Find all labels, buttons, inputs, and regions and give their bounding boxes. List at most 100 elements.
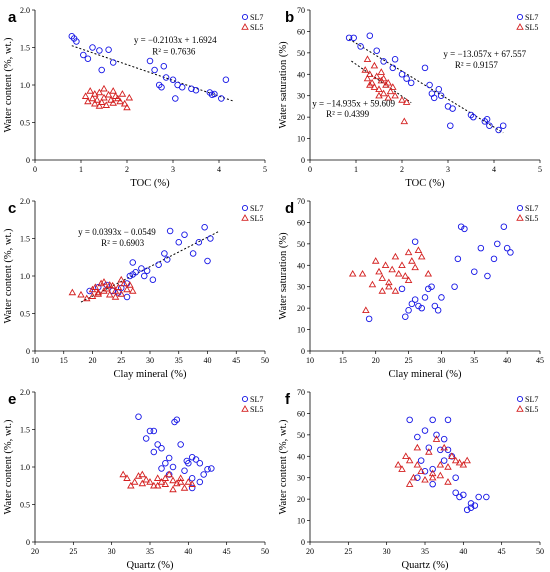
data-point-sl5 — [398, 96, 406, 103]
data-point-sl7 — [438, 294, 445, 301]
data-point-sl7 — [398, 285, 406, 293]
data-point-sl5 — [362, 306, 370, 313]
data-point-sl7 — [86, 287, 93, 295]
data-point-sl5 — [176, 474, 185, 481]
data-point-sl5 — [86, 87, 94, 94]
data-point-sl7 — [105, 46, 112, 54]
data-point-sl5 — [414, 246, 423, 253]
data-point-sl7 — [169, 463, 177, 471]
y-tick-label: 0.5 — [20, 501, 30, 510]
data-point-sl7 — [486, 122, 493, 129]
data-point-sl7 — [89, 44, 96, 51]
data-point-sl7 — [357, 43, 364, 50]
data-point-sl7 — [154, 441, 161, 448]
data-point-sl5 — [116, 97, 124, 105]
data-point-sl5 — [142, 475, 150, 483]
y-axis-title: Water content (%, wt.) — [3, 419, 14, 515]
data-point-sl5 — [108, 281, 117, 289]
data-point-sl5 — [425, 448, 433, 455]
data-point-sl5 — [128, 287, 137, 294]
data-point-sl5 — [402, 452, 410, 459]
data-point-sl5 — [91, 283, 100, 290]
data-point-sl5 — [93, 96, 101, 103]
data-point-sl5 — [371, 257, 380, 264]
x-tick-label: 25 — [405, 356, 413, 365]
data-point-sl5 — [382, 81, 390, 88]
data-point-sl7 — [98, 66, 105, 74]
x-axis-title: Quartz (%) — [402, 560, 449, 571]
x-tick-label: 15 — [60, 356, 68, 365]
legend-label-sl5: SL5 — [250, 405, 263, 414]
x-tick-label: 50 — [261, 547, 269, 556]
data-point-sl5 — [95, 88, 104, 96]
data-point-sl5 — [401, 272, 410, 279]
panel-e: e 20 25 30 35 40 45 50 0 0.5 1.0 1.5 2.0 Quartz (%) Wa… — [3, 388, 269, 571]
data-point-sl5 — [417, 467, 425, 474]
regression-annotation: y = −14.935x + 59.609 — [312, 98, 395, 108]
x-tick-label: 5 — [538, 165, 542, 174]
data-point-sl7 — [218, 95, 225, 102]
data-point-sl5 — [109, 99, 117, 106]
data-point-sl7 — [426, 81, 433, 89]
y-tick-label: 20 — [297, 495, 305, 504]
y-tick-label: 60 — [297, 218, 305, 227]
data-point-sl7 — [405, 307, 412, 314]
y-tick-label: 0 — [301, 347, 305, 356]
y-axis-title: Water saturation (%) — [278, 232, 289, 320]
data-point-sl7 — [471, 268, 478, 275]
data-point-sl7 — [171, 418, 178, 426]
x-tick-label: 45 — [498, 547, 506, 556]
panel-letter-c: c — [8, 200, 16, 217]
data-point-sl7 — [421, 427, 429, 434]
y-tick-label: 0 — [26, 156, 30, 165]
data-point-sl7 — [163, 256, 171, 263]
y-tick-label: 10 — [297, 326, 305, 335]
data-point-sl5 — [394, 269, 403, 277]
data-point-sl7 — [169, 76, 177, 83]
data-point-sl5 — [368, 78, 376, 86]
y-tick-label: 1.5 — [20, 44, 30, 53]
legend-label-sl7: SL7 — [250, 13, 263, 22]
y-tick-label: 70 — [297, 6, 305, 15]
data-point-sl7 — [196, 478, 204, 486]
data-point-sl5 — [130, 478, 139, 485]
data-point-sl5 — [404, 248, 413, 256]
legend-marker-sl7 — [241, 13, 249, 21]
data-point-sl5 — [104, 90, 113, 98]
data-point-sl7 — [503, 244, 511, 252]
data-point-sl7 — [414, 433, 421, 441]
data-point-sl7 — [140, 272, 148, 280]
data-point-sl7 — [417, 457, 425, 464]
data-point-sl7 — [183, 457, 191, 465]
data-point-sl7 — [172, 95, 179, 102]
x-tick-label: 25 — [69, 547, 77, 556]
data-point-sl7 — [204, 466, 211, 473]
data-point-sl5 — [375, 267, 383, 275]
y-tick-label: 0 — [26, 538, 30, 547]
data-point-sl7 — [507, 249, 514, 256]
data-point-sl5 — [391, 91, 399, 99]
regression-annotation: R² = 0.4399 — [326, 109, 370, 119]
y-tick-label: 1.0 — [20, 81, 30, 90]
data-point-sl5 — [411, 263, 419, 271]
data-point-sl7 — [421, 64, 429, 72]
data-point-sl5 — [150, 481, 158, 489]
y-tick-label: 1.5 — [20, 235, 30, 244]
data-point-sl7 — [181, 467, 188, 475]
y-tick-label: 30 — [297, 92, 305, 101]
x-tick-label: 25 — [117, 356, 125, 365]
data-point-sl5 — [377, 76, 386, 84]
y-tick-label: 50 — [297, 49, 305, 58]
data-point-sl5 — [444, 478, 452, 485]
data-point-sl7 — [433, 431, 440, 439]
x-tick-label: 4 — [217, 165, 221, 174]
data-point-sl7 — [460, 491, 467, 499]
data-point-sl5 — [100, 84, 108, 92]
y-tick-label: 0.5 — [20, 119, 30, 128]
x-tick-label: 40 — [503, 356, 511, 365]
data-point-sl7 — [158, 83, 165, 91]
data-point-sl5 — [103, 284, 111, 292]
data-point-sl7 — [162, 74, 170, 81]
data-point-sl5 — [358, 269, 367, 277]
data-point-sl7 — [463, 506, 471, 514]
